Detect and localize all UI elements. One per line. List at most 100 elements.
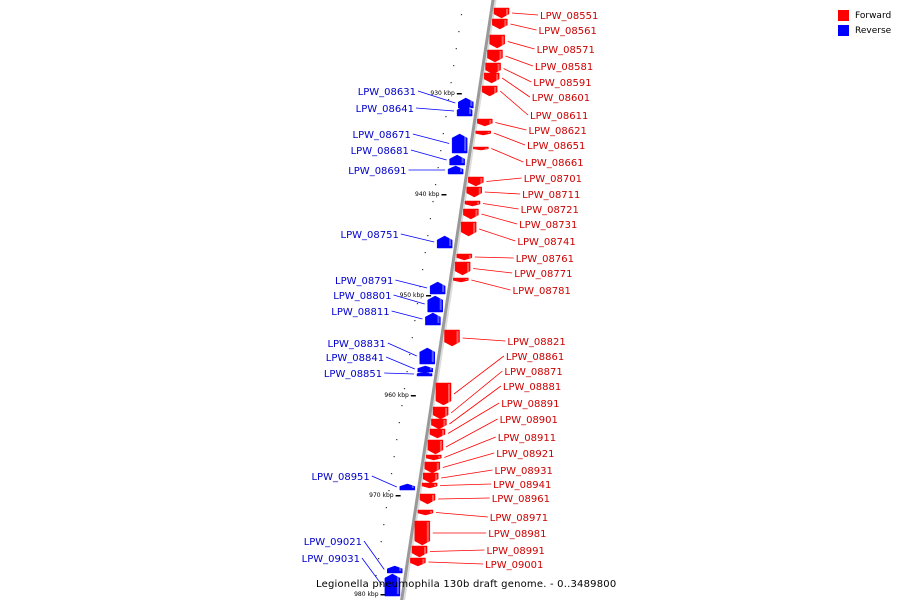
forward-gene-label[interactable]: LPW_08901 [500, 415, 558, 426]
forward-gene-label[interactable]: LPW_08891 [501, 399, 559, 410]
forward-gene-feature[interactable] [429, 428, 446, 439]
forward-gene-label[interactable]: LPW_08601 [532, 93, 590, 104]
reverse-gene-label[interactable]: LPW_08801 [333, 291, 391, 302]
reverse-gene-feature[interactable] [456, 105, 473, 117]
forward-gene-feature[interactable] [410, 557, 426, 567]
reverse-gene-feature[interactable] [449, 154, 465, 166]
forward-gene-feature[interactable] [417, 509, 434, 516]
label-layer: LPW_08551 LPW_08561 LPW_08571 LPW_08581 LPW_… [302, 11, 598, 586]
reverse-gene-feature[interactable] [399, 483, 416, 491]
forward-gene-label[interactable]: LPW_08581 [535, 62, 593, 73]
forward-gene-feature[interactable] [463, 208, 479, 220]
forward-gene-feature[interactable] [483, 72, 500, 84]
forward-gene-feature[interactable] [468, 176, 484, 187]
forward-gene-label[interactable]: LPW_08941 [493, 480, 551, 491]
reverse-gene-label[interactable]: LPW_08631 [358, 87, 416, 98]
forward-gene-feature[interactable] [427, 439, 444, 455]
forward-gene-label[interactable]: LPW_08991 [487, 546, 545, 557]
forward-gene-label[interactable]: LPW_08621 [529, 126, 587, 137]
forward-gene-label[interactable]: LPW_08651 [527, 141, 585, 152]
reverse-gene-label[interactable]: LPW_08951 [311, 472, 369, 483]
forward-gene-feature[interactable] [489, 34, 505, 49]
forward-gene-label[interactable]: LPW_08711 [522, 190, 580, 201]
reverse-gene-label[interactable]: LPW_08791 [335, 276, 393, 287]
forward-gene-feature[interactable] [477, 118, 493, 127]
forward-gene-feature[interactable] [475, 130, 491, 136]
forward-gene-label[interactable]: LPW_08551 [540, 11, 598, 22]
forward-gene-label[interactable]: LPW_08931 [495, 466, 553, 477]
forward-gene-feature[interactable] [464, 200, 481, 207]
forward-gene-feature[interactable] [426, 454, 442, 461]
forward-gene-feature[interactable] [485, 62, 501, 75]
reverse-gene-feature[interactable] [419, 347, 436, 365]
reverse-gene-label[interactable]: LPW_08691 [348, 166, 406, 177]
forward-gene-feature[interactable] [444, 329, 460, 347]
forward-gene-arrow [489, 34, 505, 49]
forward-gene-feature[interactable] [422, 472, 439, 484]
reverse-gene-label[interactable]: LPW_08641 [356, 104, 414, 115]
reverse-gene-label[interactable]: LPW_09031 [302, 554, 360, 565]
forward-gene-label[interactable]: LPW_08661 [525, 158, 583, 169]
forward-gene-label[interactable]: LPW_08911 [498, 433, 556, 444]
forward-gene-label[interactable]: LPW_08881 [503, 382, 561, 393]
reverse-gene-feature[interactable] [387, 565, 403, 574]
reverse-gene-feature[interactable] [451, 133, 468, 154]
forward-gene-feature[interactable] [431, 418, 447, 430]
reverse-gene-label[interactable]: LPW_08671 [353, 130, 411, 141]
reverse-gene-feature[interactable] [417, 365, 434, 373]
forward-gene-feature[interactable] [421, 482, 438, 489]
forward-gene-feature[interactable] [493, 7, 510, 19]
forward-gene-feature[interactable] [466, 186, 483, 198]
reverse-gene-label[interactable]: LPW_08831 [327, 339, 385, 350]
forward-gene-label[interactable]: LPW_08771 [514, 269, 572, 280]
forward-gene-label[interactable]: LPW_08731 [519, 220, 577, 231]
forward-gene-feature[interactable] [460, 221, 477, 237]
forward-gene-label[interactable]: LPW_08561 [539, 26, 597, 37]
reverse-gene-feature[interactable] [447, 165, 464, 175]
forward-gene-feature[interactable] [432, 406, 449, 420]
forward-gene-feature[interactable] [435, 382, 452, 406]
forward-gene-feature[interactable] [419, 493, 436, 505]
reverse-gene-feature[interactable] [416, 371, 433, 377]
forward-gene-arrow [454, 261, 471, 276]
reverse-gene-shade [437, 314, 440, 323]
reverse-gene-feature[interactable] [427, 295, 443, 313]
forward-gene-label[interactable]: LPW_08721 [521, 205, 579, 216]
forward-gene-label[interactable]: LPW_08961 [492, 494, 550, 505]
reverse-gene-label[interactable]: LPW_08811 [331, 307, 389, 318]
forward-gene-feature[interactable] [414, 520, 431, 546]
forward-gene-label[interactable]: LPW_08701 [524, 174, 582, 185]
forward-gene-label[interactable]: LPW_08741 [517, 237, 575, 248]
forward-gene-label[interactable]: LPW_08981 [488, 529, 546, 540]
forward-gene-label[interactable]: LPW_08861 [506, 352, 564, 363]
reverse-gene-label[interactable]: LPW_08681 [351, 146, 409, 157]
forward-gene-label[interactable]: LPW_08761 [516, 254, 574, 265]
reverse-gene-label[interactable]: LPW_08751 [341, 230, 399, 241]
reverse-gene-shade [431, 349, 434, 362]
forward-gene-feature[interactable] [411, 545, 428, 558]
forward-gene-feature[interactable] [456, 253, 473, 261]
reverse-gene-label[interactable]: LPW_08851 [324, 369, 382, 380]
forward-gene-label[interactable]: LPW_08571 [537, 45, 595, 56]
forward-gene-label[interactable]: LPW_09001 [485, 560, 543, 571]
forward-gene-feature[interactable] [481, 85, 498, 97]
forward-gene-feature[interactable] [424, 461, 441, 474]
forward-gene-label[interactable]: LPW_08781 [513, 286, 571, 297]
reverse-gene-feature[interactable] [384, 573, 401, 597]
reverse-gene-label[interactable]: LPW_09021 [304, 537, 362, 548]
forward-gene-feature[interactable] [453, 277, 469, 283]
reverse-gene-feature[interactable] [429, 281, 446, 295]
forward-gene-label[interactable]: LPW_08611 [530, 111, 588, 122]
reverse-gene-feature[interactable] [425, 312, 441, 326]
forward-gene-label[interactable]: LPW_08591 [533, 78, 591, 89]
forward-gene-label[interactable]: LPW_08871 [504, 367, 562, 378]
forward-gene-label[interactable]: LPW_08921 [496, 449, 554, 460]
reverse-gene-label[interactable]: LPW_08841 [326, 353, 384, 364]
reverse-gene-feature[interactable] [436, 235, 453, 249]
forward-gene-feature[interactable] [492, 18, 508, 30]
forward-gene-feature[interactable] [454, 261, 471, 276]
forward-gene-feature[interactable] [487, 49, 503, 63]
forward-gene-label[interactable]: LPW_08821 [507, 337, 565, 348]
forward-gene-label[interactable]: LPW_08971 [490, 513, 548, 524]
forward-gene-feature[interactable] [473, 146, 489, 151]
